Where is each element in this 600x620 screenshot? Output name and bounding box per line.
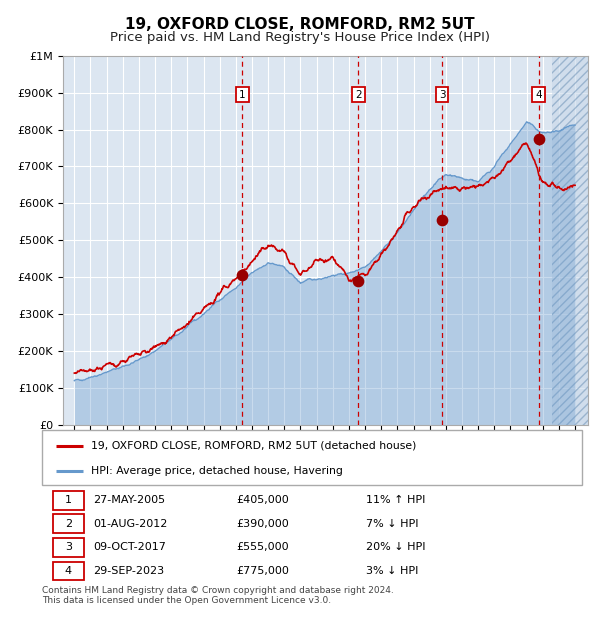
Text: £775,000: £775,000 xyxy=(236,566,289,576)
FancyBboxPatch shape xyxy=(53,515,84,533)
Text: 20% ↓ HPI: 20% ↓ HPI xyxy=(366,542,425,552)
FancyBboxPatch shape xyxy=(53,538,84,557)
Text: 1: 1 xyxy=(65,495,72,505)
Text: 27-MAY-2005: 27-MAY-2005 xyxy=(94,495,166,505)
Text: 09-OCT-2017: 09-OCT-2017 xyxy=(94,542,166,552)
Text: 29-SEP-2023: 29-SEP-2023 xyxy=(94,566,164,576)
Text: 19, OXFORD CLOSE, ROMFORD, RM2 5UT: 19, OXFORD CLOSE, ROMFORD, RM2 5UT xyxy=(125,17,475,32)
Text: Price paid vs. HM Land Registry's House Price Index (HPI): Price paid vs. HM Land Registry's House … xyxy=(110,31,490,44)
Point xyxy=(534,134,544,144)
Text: 4: 4 xyxy=(65,566,72,576)
Bar xyxy=(552,37,591,425)
Text: 01-AUG-2012: 01-AUG-2012 xyxy=(94,519,167,529)
Point xyxy=(437,215,447,225)
Point xyxy=(238,270,247,280)
Text: 3: 3 xyxy=(65,542,72,552)
Text: 11% ↑ HPI: 11% ↑ HPI xyxy=(366,495,425,505)
Text: 19, OXFORD CLOSE, ROMFORD, RM2 5UT (detached house): 19, OXFORD CLOSE, ROMFORD, RM2 5UT (deta… xyxy=(91,441,416,451)
Text: £390,000: £390,000 xyxy=(236,519,289,529)
FancyBboxPatch shape xyxy=(53,562,84,580)
Text: £405,000: £405,000 xyxy=(236,495,289,505)
FancyBboxPatch shape xyxy=(42,430,582,485)
Text: 4: 4 xyxy=(535,89,542,100)
Text: 1: 1 xyxy=(239,89,245,100)
Text: 3% ↓ HPI: 3% ↓ HPI xyxy=(366,566,418,576)
Text: 7% ↓ HPI: 7% ↓ HPI xyxy=(366,519,419,529)
Point xyxy=(353,276,363,286)
Text: £555,000: £555,000 xyxy=(236,542,289,552)
Text: 2: 2 xyxy=(355,89,362,100)
Text: Contains HM Land Registry data © Crown copyright and database right 2024.
This d: Contains HM Land Registry data © Crown c… xyxy=(42,586,394,605)
Text: HPI: Average price, detached house, Havering: HPI: Average price, detached house, Have… xyxy=(91,466,343,476)
Text: 2: 2 xyxy=(65,519,72,529)
Text: 3: 3 xyxy=(439,89,445,100)
FancyBboxPatch shape xyxy=(53,491,84,510)
